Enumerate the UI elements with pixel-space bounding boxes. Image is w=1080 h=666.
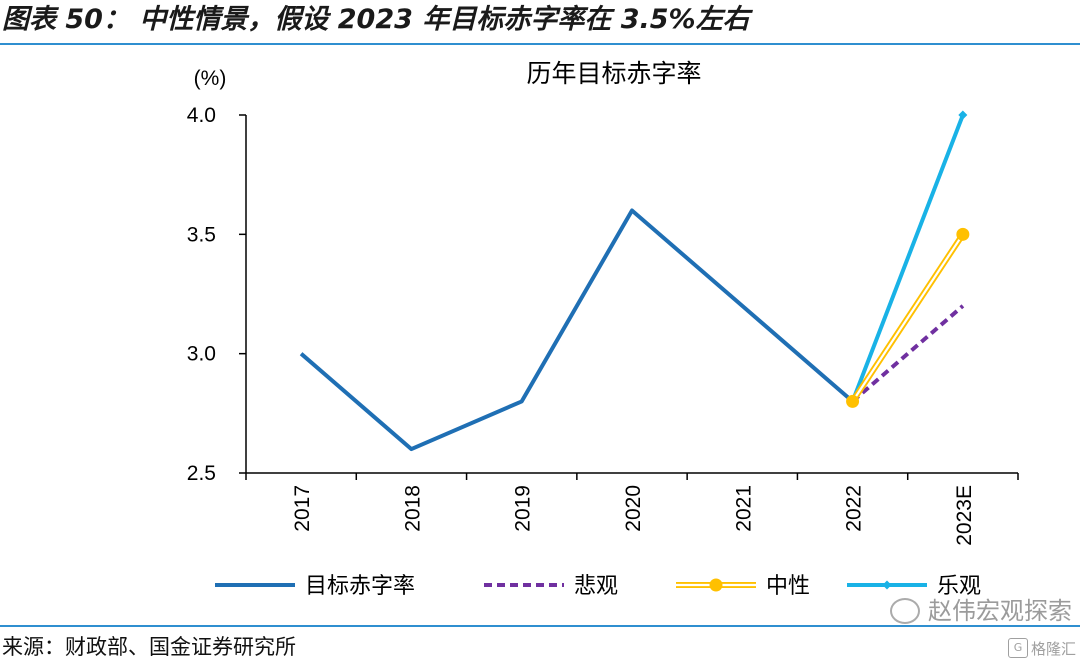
data-point: [956, 227, 970, 241]
series-line: [299, 208, 854, 452]
x-tick-label: 2018: [401, 485, 424, 532]
x-tick-label: 2019: [512, 485, 535, 532]
wechat-icon: [890, 598, 920, 624]
legend-marker: [709, 578, 723, 592]
source-note: 来源：财政部、国金证券研究所: [2, 635, 296, 659]
badge-text: 格隆汇: [1030, 639, 1076, 658]
x-tick-label: 2020: [622, 485, 645, 532]
watermark: 赵伟宏观探索: [890, 596, 1072, 626]
legend-item: 中性: [676, 574, 810, 599]
x-tick-label: 2023E: [953, 485, 976, 546]
legend-label: 目标赤字率: [305, 574, 415, 599]
y-tick-label: 3.0: [187, 343, 216, 366]
series-pessimistic: [851, 304, 965, 403]
bottom-divider: [0, 625, 1080, 627]
y-axis-unit: (%): [194, 67, 227, 90]
top-divider: [0, 43, 1080, 45]
y-tick-label: 2.5: [187, 462, 216, 485]
series-target: [299, 208, 854, 452]
data-point: [846, 394, 860, 408]
chart-axes: 4.0 3.5 3.0 2.5 2017 2018 2019 2020 2021 2022 2023…: [187, 104, 1019, 546]
badge-logo-icon: G: [1007, 638, 1028, 658]
legend-label: 乐观: [937, 574, 981, 599]
legend-item: 乐观: [847, 574, 981, 599]
line-chart: 历年目标赤字率 (%) 4.0 3.5 3.0 2.5 2017 2018 2019 2020…: [187, 59, 1019, 599]
chart-title: 历年目标赤字率: [526, 59, 701, 88]
legend-label: 悲观: [574, 574, 618, 599]
data-point: [958, 110, 968, 120]
x-tick-label: 2021: [732, 485, 755, 532]
watermark-text: 赵伟宏观探索: [928, 597, 1072, 625]
chart-series: [299, 110, 970, 452]
legend-label: 中性: [766, 574, 810, 599]
x-tick-label: 2022: [843, 485, 866, 532]
legend-item: 悲观: [484, 574, 618, 599]
legend-marker: [882, 580, 892, 590]
y-tick-label: 3.5: [187, 223, 216, 246]
y-tick-label: 4.0: [187, 104, 216, 127]
legend-item: 目标赤字率: [215, 574, 415, 599]
watermark-badge: G 格隆汇: [1007, 634, 1076, 662]
series-line: [851, 304, 965, 403]
x-tick-label: 2017: [291, 485, 314, 532]
series-neutral: [846, 227, 970, 408]
series-line-inner: [851, 233, 964, 403]
series-line: [850, 114, 965, 403]
figure-title: 图表 50： 中性情景，假设 2023 年目标赤字率在 3.5%左右: [2, 4, 750, 35]
chart-legend: 目标赤字率 悲观 中性 乐观: [215, 574, 981, 599]
